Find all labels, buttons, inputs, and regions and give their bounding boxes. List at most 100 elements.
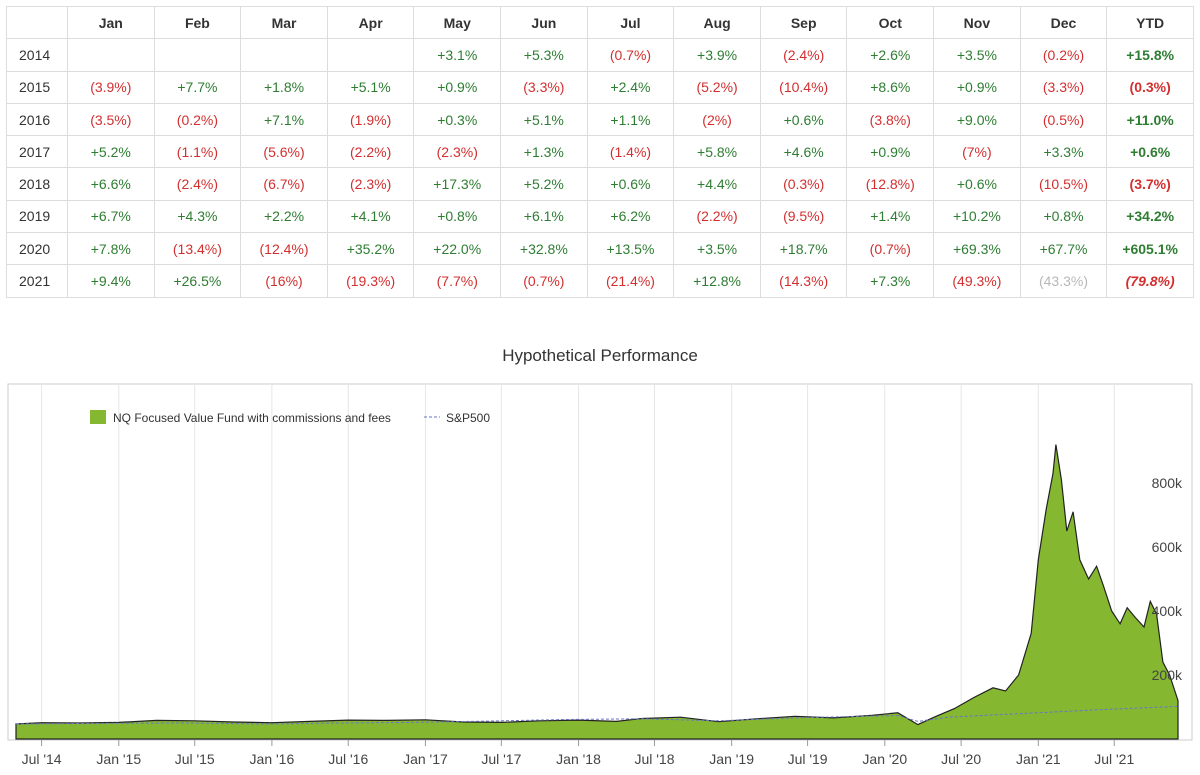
- legend-fund-label: NQ Focused Value Fund with commissions a…: [113, 411, 391, 425]
- return-cell: +18.7%: [759, 232, 848, 266]
- table-header-row: Jan Feb Mar Apr May Jun Jul Aug Sep Oct Nov Dec YTD: [6, 5, 1194, 40]
- return-cell: (2%): [673, 102, 761, 137]
- return-cell: (21.4%): [586, 264, 675, 298]
- return-cell: +1.3%: [500, 135, 588, 169]
- ytd-cell: (79.8%): [1106, 264, 1194, 298]
- return-cell: (13.4%): [153, 232, 242, 266]
- chart-title: Hypothetical Performance: [502, 346, 698, 365]
- return-cell: (0.7%): [586, 38, 675, 72]
- return-cell: +7.3%: [846, 264, 935, 298]
- return-cell: (5.2%): [673, 70, 761, 104]
- y-axis-ticks: 200k 400k 600k 800k: [1152, 475, 1183, 683]
- legend-sp500-label: S&P500: [446, 411, 490, 425]
- return-cell: (0.7%): [846, 232, 935, 266]
- x-tick-label: Jan '16: [250, 751, 295, 767]
- x-tick-label: Jan '17: [403, 751, 448, 767]
- ytd-cell: (3.7%): [1106, 167, 1194, 201]
- return-cell: +6.7%: [67, 199, 155, 234]
- x-tick-label: Jul '15: [175, 751, 215, 767]
- return-cell: (14.3%): [759, 264, 848, 298]
- return-cell: +3.5%: [673, 232, 761, 266]
- sp500-line: [15, 705, 1179, 725]
- return-cell: (1.4%): [586, 135, 675, 169]
- return-cell: +0.9%: [846, 135, 935, 169]
- return-cell: (2.4%): [759, 38, 848, 72]
- return-cell: +6.2%: [586, 199, 675, 234]
- x-tick-label: Jan '21: [1016, 751, 1061, 767]
- return-cell: +6.1%: [500, 199, 588, 234]
- return-cell: (0.7%): [500, 264, 588, 298]
- return-cell: (2.4%): [153, 167, 242, 201]
- x-tick-label: Jul '17: [481, 751, 521, 767]
- return-cell: +69.3%: [933, 232, 1021, 266]
- return-cell: +12.8%: [673, 264, 761, 298]
- table-row: 2017 +5.2% (1.1%) (5.6%) (2.2%) (2.3%) +1.3% (1…: [6, 135, 1194, 169]
- return-cell: +22.0%: [413, 232, 502, 266]
- return-cell: (3.3%): [500, 70, 588, 104]
- return-cell: +4.1%: [326, 199, 415, 234]
- return-cell: +7.1%: [240, 102, 328, 137]
- return-cell: +7.7%: [153, 70, 242, 104]
- return-cell: (3.9%): [67, 70, 155, 104]
- fund-area: [15, 444, 1179, 740]
- ytd-cell: (0.3%): [1106, 70, 1194, 104]
- header-jun: Jun: [500, 5, 588, 40]
- x-axis-ticks: Jul '14 Jan '15 Jul '15 Jan '16 Jul '16 Jan '…: [22, 740, 1134, 767]
- return-cell: (10.5%): [1019, 167, 1108, 201]
- return-cell: (1.1%): [153, 135, 242, 169]
- ytd-cell: +0.6%: [1106, 135, 1194, 169]
- return-cell: +6.6%: [67, 167, 155, 201]
- table-body: 2014 +3.1% +5.3% (0.7%) +3.9% (2.4%) +2.6% +3.5…: [6, 38, 1194, 298]
- table-row: 2019 +6.7% +4.3% +2.2% +4.1% +0.8% +6.1% +6.2%(…: [6, 199, 1194, 234]
- return-cell: (49.3%): [933, 264, 1021, 298]
- y-tick-label: 600k: [1152, 539, 1183, 555]
- return-cell: +5.8%: [673, 135, 761, 169]
- x-tick-label: Jul '21: [1094, 751, 1134, 767]
- x-tick-label: Jan '18: [556, 751, 601, 767]
- return-cell: +5.2%: [67, 135, 155, 169]
- return-cell: (19.3%): [326, 264, 415, 298]
- return-cell: +4.3%: [153, 199, 242, 234]
- year-cell: 2015: [6, 70, 68, 104]
- return-cell: +13.5%: [586, 232, 675, 266]
- ytd-cell: +34.2%: [1106, 199, 1194, 234]
- return-cell: +0.6%: [933, 167, 1021, 201]
- return-cell: +0.8%: [413, 199, 502, 234]
- return-cell: +3.3%: [1019, 135, 1108, 169]
- return-cell: (5.6%): [240, 135, 328, 169]
- x-tick-label: Jul '19: [788, 751, 828, 767]
- monthly-returns-table: Jan Feb Mar Apr May Jun Jul Aug Sep Oct Nov Dec YTD …: [6, 5, 1194, 298]
- return-cell: (43.3%): [1019, 264, 1108, 298]
- plot-background: [7, 383, 1193, 741]
- x-tick-label: Jul '14: [22, 751, 62, 767]
- header-oct: Oct: [846, 5, 935, 40]
- return-cell: +5.2%: [500, 167, 588, 201]
- return-cell: (9.5%): [759, 199, 848, 234]
- x-tick-label: Jul '16: [328, 751, 368, 767]
- return-cell: +2.2%: [240, 199, 328, 234]
- x-tick-label: Jan '19: [709, 751, 754, 767]
- return-cell: +9.4%: [67, 264, 155, 298]
- x-tick-label: Jul '20: [941, 751, 981, 767]
- header-mar: Mar: [240, 5, 328, 40]
- table-row: 2018 +6.6% (2.4%) (6.7%) (2.3%) +17.3% +5.2% +0…: [6, 167, 1194, 201]
- return-cell: +0.6%: [759, 102, 848, 137]
- return-cell: (16%): [240, 264, 328, 298]
- return-cell: +10.2%: [933, 199, 1021, 234]
- return-cell: (12.4%): [240, 232, 328, 266]
- y-tick-label: 800k: [1152, 475, 1183, 491]
- year-cell: 2021: [6, 264, 68, 298]
- x-tick-label: Jul '18: [634, 751, 674, 767]
- return-cell: +1.1%: [586, 102, 675, 137]
- return-cell: +0.9%: [933, 70, 1021, 104]
- y-tick-label: 200k: [1152, 667, 1183, 683]
- table-row: 2021 +9.4% +26.5% (16%) (19.3%) (7.7%) (0.7%)(…: [6, 264, 1194, 298]
- x-tick-label: Jan '15: [96, 751, 141, 767]
- chart-legend[interactable]: NQ Focused Value Fund with commissions a…: [90, 410, 490, 425]
- return-cell: (7.7%): [413, 264, 502, 298]
- return-cell: +0.6%: [586, 167, 675, 201]
- return-cell: +0.8%: [1019, 199, 1108, 234]
- return-cell: +2.6%: [846, 38, 935, 72]
- return-cell: +1.8%: [240, 70, 328, 104]
